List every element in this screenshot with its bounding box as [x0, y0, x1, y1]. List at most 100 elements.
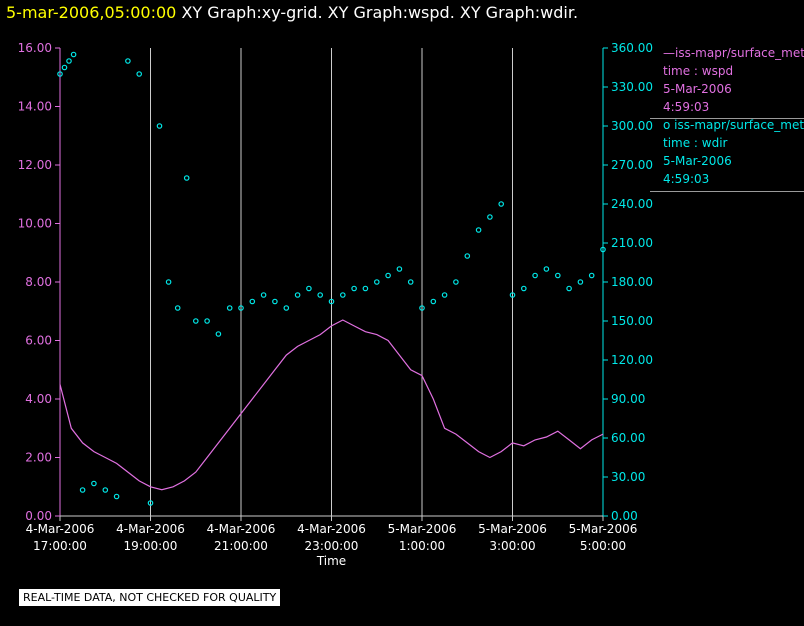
x-tick-label-date: 4-Mar-2006	[297, 522, 366, 536]
wdir-point	[306, 285, 312, 292]
wdir-point	[66, 58, 72, 64]
wdir-point	[215, 331, 222, 337]
wdir-point	[249, 298, 256, 305]
x-tick-label-time: 3:00:00	[489, 539, 535, 553]
legend-wdir-date: 5-Mar-2006	[663, 154, 732, 168]
wdir-point	[543, 266, 550, 272]
wdir-point	[475, 227, 482, 233]
wdir-point	[125, 58, 131, 64]
y-right-tick-label: 180.00	[611, 275, 653, 289]
x-tick-label-time: 23:00:00	[305, 539, 359, 553]
y-left-tick-label: 6.00	[25, 334, 52, 348]
wdir-point	[260, 292, 267, 298]
wdir-point	[174, 305, 181, 311]
x-tick-label-date: 4-Mar-2006	[116, 522, 185, 536]
y-left-tick-label: 4.00	[25, 392, 52, 406]
title-datetime: 5-mar-2006,05:00:00	[6, 3, 177, 22]
y-right-tick-label: 0.00	[611, 509, 638, 523]
x-tick-label-time: 5:00:00	[580, 539, 626, 553]
wdir-point	[283, 305, 290, 311]
legend-wspd-name: —iss-mapr/surface_met	[663, 46, 804, 60]
x-tick-label-date: 5-Mar-2006	[569, 522, 638, 536]
wdir-point	[373, 279, 380, 285]
quality-notice: REAL-TIME DATA, NOT CHECKED FOR QUALITY	[19, 589, 281, 606]
y-right-tick-label: 360.00	[611, 41, 653, 55]
wdir-point	[509, 292, 516, 298]
x-tick-label-date: 4-Mar-2006	[207, 522, 276, 536]
chart-labels: 4-Mar-2006 17:00:00 4-Mar-2006 19:00:00 4-Ma…	[18, 41, 653, 568]
x-axis-label: Time	[316, 554, 346, 568]
wdir-point	[91, 480, 97, 487]
legend: —iss-mapr/surface_met time : wspd 5-Mar-…	[663, 44, 804, 188]
y-right-tick-label: 330.00	[611, 80, 653, 94]
wdir-point	[57, 71, 63, 77]
wdir-point	[317, 292, 324, 298]
wdir-point	[339, 292, 346, 298]
wdir-point	[272, 298, 278, 305]
wdir-point	[351, 285, 357, 292]
y-left-tick-label: 2.00	[25, 451, 52, 465]
wdir-point	[430, 298, 437, 305]
y-left-tick-label: 14.00	[18, 100, 52, 114]
wdir-point	[147, 500, 154, 506]
x-tick-label-date: 5-Mar-2006	[388, 522, 457, 536]
legend-wspd-date: 5-Mar-2006	[663, 82, 732, 96]
y-right-tick-label: 120.00	[611, 353, 653, 367]
wdir-point	[328, 298, 335, 305]
wdir-point	[554, 272, 561, 279]
y-left-tick-label: 8.00	[25, 275, 52, 289]
y-right-tick-label: 210.00	[611, 236, 653, 250]
x-tick-label-time: 19:00:00	[124, 539, 178, 553]
wdir-point	[532, 272, 538, 279]
y-left-tick-label: 10.00	[18, 217, 52, 231]
wdir-point	[204, 318, 210, 324]
y-right-tick-label: 150.00	[611, 314, 653, 328]
y-left-tick-label: 16.00	[18, 41, 52, 55]
wdir-point	[588, 272, 595, 279]
legend-wspd-var: time : wspd	[663, 64, 734, 78]
x-tick-label-date: 4-Mar-2006	[26, 522, 95, 536]
legend-divider	[650, 118, 804, 119]
wdir-point	[577, 279, 584, 285]
x-tick-label-time: 17:00:00	[33, 539, 87, 553]
wdir-point	[113, 493, 120, 500]
wdir-point	[419, 305, 425, 311]
y-right-tick-label: 240.00	[611, 197, 653, 211]
wdir-point	[520, 285, 527, 292]
wdir-point	[183, 175, 190, 181]
wdir-point	[165, 279, 172, 285]
wdir-point	[156, 123, 163, 129]
wdir-point	[294, 292, 301, 298]
y-left-tick-label: 12.00	[18, 158, 52, 172]
x-tick-label-time: 21:00:00	[214, 539, 268, 553]
wdir-point	[102, 487, 109, 493]
wdir-point	[600, 246, 606, 253]
wdir-point	[70, 51, 77, 58]
y-left-tick-label: 0.00	[25, 509, 52, 523]
y-right-tick-label: 90.00	[611, 392, 645, 406]
legend-wdir-name: o iss-mapr/surface_met	[663, 118, 804, 132]
wdir-point	[385, 272, 391, 279]
y-right-tick-label: 270.00	[611, 158, 653, 172]
legend-wdir-time: 4:59:03	[663, 172, 710, 186]
wdir-point	[407, 279, 414, 285]
title-graph-names: XY Graph:xy-grid. XY Graph:wspd. XY Grap…	[181, 3, 579, 22]
wdir-point	[238, 305, 244, 311]
legend-divider	[650, 191, 804, 192]
wdir-point	[226, 305, 233, 311]
x-tick-label-date: 5-Mar-2006	[478, 522, 547, 536]
y-right-tick-label: 60.00	[611, 431, 645, 445]
wdir-point	[441, 292, 448, 298]
wdir-point	[396, 266, 403, 272]
wspd-series	[59, 319, 604, 491]
wdir-series	[57, 51, 606, 506]
wdir-point	[498, 201, 505, 207]
chart-axes	[55, 47, 608, 521]
y-right-tick-label: 30.00	[611, 470, 645, 484]
wdir-point	[453, 279, 459, 285]
graph-title: 5-mar-2006,05:00:00 XY Graph:xy-grid. XY…	[6, 3, 578, 22]
wdir-point	[566, 285, 572, 292]
wdir-point	[79, 487, 86, 493]
legend-wspd-time: 4:59:03	[663, 100, 710, 114]
wspd-line	[59, 319, 604, 491]
